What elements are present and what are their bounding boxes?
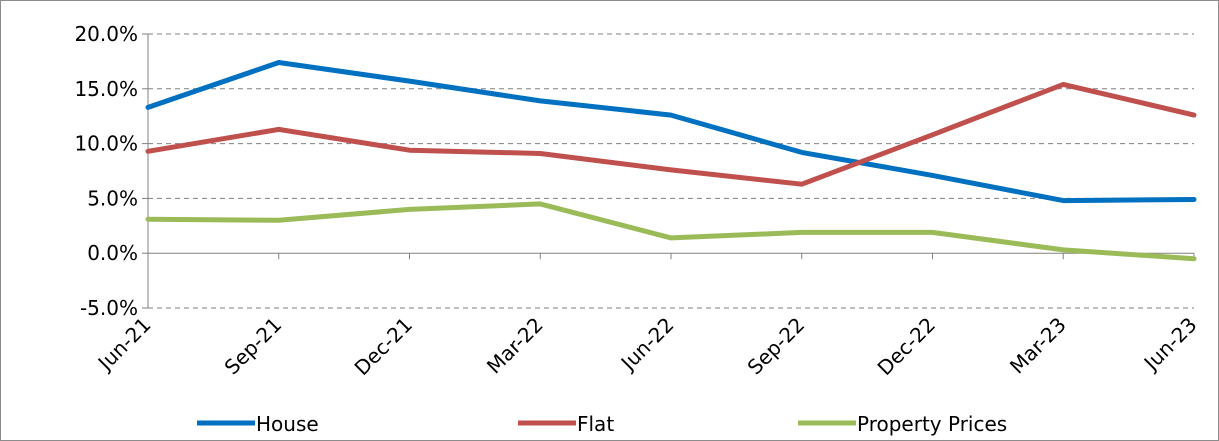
x-tick-label: Mar-22 [482,313,548,379]
y-axis-tick-labels: -5.0% 0.0% 5.0% 10.0% 15.0% 20.0% [74,22,138,320]
y-tick-label: 15.0% [74,77,138,101]
series-line-property-prices [145,201,1197,262]
series-line-house [145,60,1197,204]
x-tick-label: Jun-22 [615,313,679,377]
legend-label-property-prices: Property Prices [857,412,1007,436]
x-tick-label: Mar-23 [1005,313,1071,379]
y-tick-label: 20.0% [74,22,138,46]
x-tick-label: Sep-21 [220,313,287,380]
x-tick-label: Sep-22 [743,313,810,380]
legend-label-flat: Flat [577,412,614,436]
y-tick-label: 10.0% [74,132,138,156]
y-tick-label: 0.0% [87,241,138,265]
x-tick-label: Jun-21 [92,313,156,377]
y-tick-label: 5.0% [87,186,138,210]
series-lines [145,60,1197,262]
x-tick-label: Dec-22 [873,313,940,380]
legend-label-house: House [256,412,319,436]
x-axis-tick-labels: Jun-21 Sep-21 Dec-21 Mar-22 Jun-22 Sep-22 Dec-… [92,313,1202,380]
gridlines [148,33,1194,309]
x-tick-label: Dec-21 [350,313,417,380]
x-tick-label: Jun-23 [1138,313,1202,377]
series-line-flat [145,81,1197,187]
legend: House Flat Property Prices [197,412,1007,436]
y-tick-label: -5.0% [80,296,138,320]
